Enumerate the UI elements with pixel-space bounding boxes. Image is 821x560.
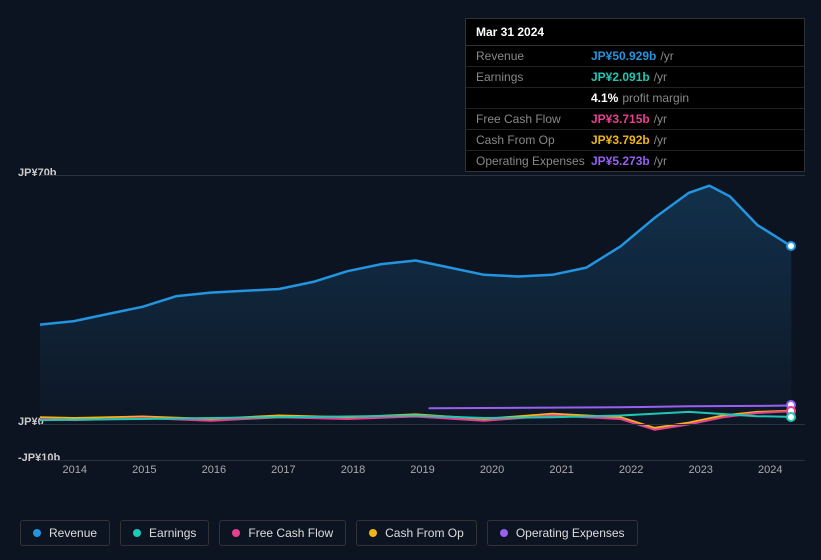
tooltip-row-suffix: /yr: [654, 112, 667, 126]
x-tick-label: 2023: [666, 460, 736, 480]
end-marker: [786, 412, 796, 422]
legend-dot: [33, 529, 41, 537]
gridline: [40, 175, 805, 176]
tooltip-row-value: JP¥50.929b: [591, 49, 656, 63]
x-tick-label: 2016: [179, 460, 249, 480]
x-tick-label: 2019: [388, 460, 458, 480]
tooltip-row-value: JP¥3.715b: [591, 112, 650, 126]
x-tick-label: 2017: [249, 460, 319, 480]
tooltip-row: 4.1% profit margin: [466, 88, 804, 109]
x-tick-label: 2024: [735, 460, 805, 480]
x-axis: 2014201520162017201820192020202120222023…: [40, 460, 805, 480]
tooltip-row-label: Revenue: [476, 49, 591, 63]
chart-svg: [40, 175, 805, 460]
tooltip-row-label: Free Cash Flow: [476, 112, 591, 126]
data-tooltip: Mar 31 2024 RevenueJP¥50.929b/yrEarnings…: [465, 18, 805, 172]
tooltip-row: EarningsJP¥2.091b/yr: [466, 67, 804, 88]
legend-item[interactable]: Free Cash Flow: [219, 520, 346, 546]
plot-area[interactable]: [40, 175, 805, 460]
tooltip-row-label: [476, 91, 591, 105]
gridline: [40, 424, 805, 425]
tooltip-row-suffix: /yr: [654, 133, 667, 147]
tooltip-row-value: 4.1%: [591, 91, 618, 105]
tooltip-date: Mar 31 2024: [466, 19, 804, 46]
tooltip-row-label: Cash From Op: [476, 133, 591, 147]
legend-label: Earnings: [149, 526, 196, 540]
x-tick-label: 2021: [527, 460, 597, 480]
legend-label: Revenue: [49, 526, 97, 540]
legend: Revenue Earnings Free Cash Flow Cash From O…: [20, 520, 638, 546]
tooltip-rows: RevenueJP¥50.929b/yrEarningsJP¥2.091b/yr…: [466, 46, 804, 171]
legend-label: Operating Expenses: [516, 526, 625, 540]
legend-dot: [133, 529, 141, 537]
tooltip-row-suffix: /yr: [654, 70, 667, 84]
tooltip-row-suffix: /yr: [660, 49, 673, 63]
tooltip-row-value: JP¥2.091b: [591, 70, 650, 84]
legend-label: Free Cash Flow: [248, 526, 333, 540]
legend-item[interactable]: Earnings: [120, 520, 209, 546]
tooltip-row: Free Cash FlowJP¥3.715b/yr: [466, 109, 804, 130]
tooltip-row: RevenueJP¥50.929b/yr: [466, 46, 804, 67]
tooltip-row-label: Earnings: [476, 70, 591, 84]
series-fill: [40, 186, 791, 425]
legend-dot: [369, 529, 377, 537]
tooltip-row-suffix: profit margin: [622, 91, 689, 105]
legend-dot: [500, 529, 508, 537]
x-tick-label: 2022: [596, 460, 666, 480]
x-tick-label: 2014: [40, 460, 110, 480]
legend-item[interactable]: Revenue: [20, 520, 110, 546]
chart-area: JP¥70bJP¥0-JP¥10b 2014201520162017201820…: [18, 160, 805, 480]
tooltip-row-value: JP¥3.792b: [591, 133, 650, 147]
legend-item[interactable]: Operating Expenses: [487, 520, 638, 546]
end-marker: [786, 241, 796, 251]
x-tick-label: 2020: [457, 460, 527, 480]
x-tick-label: 2018: [318, 460, 388, 480]
legend-dot: [232, 529, 240, 537]
tooltip-row: Cash From OpJP¥3.792b/yr: [466, 130, 804, 151]
legend-label: Cash From Op: [385, 526, 464, 540]
legend-item[interactable]: Cash From Op: [356, 520, 477, 546]
x-tick-label: 2015: [110, 460, 180, 480]
